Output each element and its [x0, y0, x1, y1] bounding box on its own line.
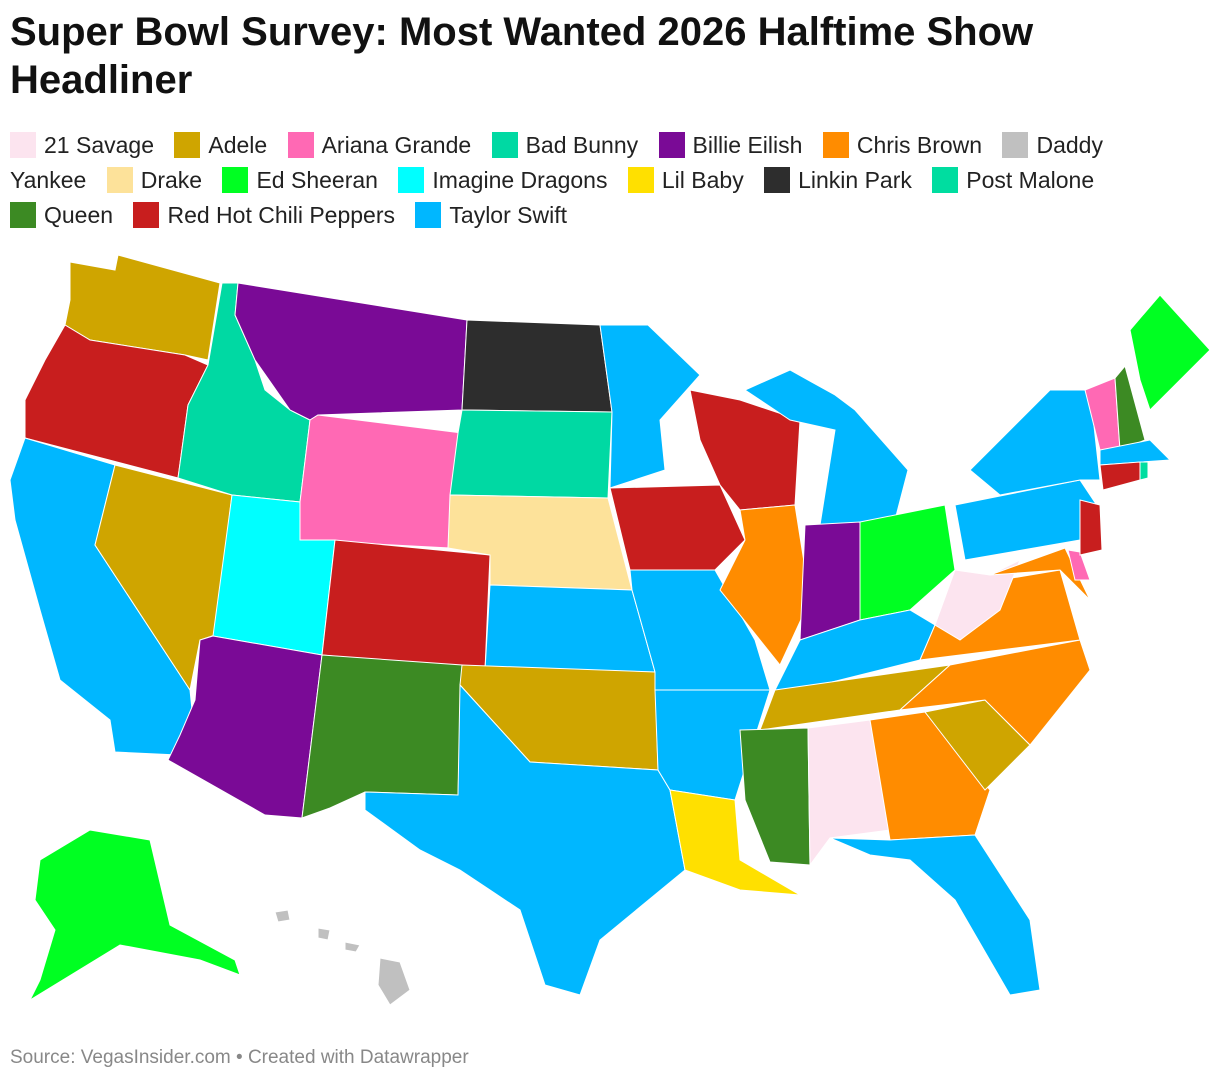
- legend-swatch: [398, 167, 425, 193]
- state-region: [449, 409, 613, 499]
- legend-label: Red Hot Chili Peppers: [167, 202, 396, 228]
- legend-label: Bad Bunny: [525, 132, 639, 158]
- legend-label: Drake: [140, 167, 203, 193]
- state-region: [377, 957, 411, 1006]
- state-region: [934, 558, 1021, 641]
- state-region: [869, 711, 991, 841]
- state-region: [989, 547, 1091, 601]
- legend-item: Ed Sheeran: [222, 167, 378, 193]
- legend-swatch: [174, 132, 201, 158]
- map: [9, 254, 1211, 1006]
- legend-item: Red Hot Chili Peppers: [133, 202, 395, 228]
- state-region: [1067, 549, 1091, 581]
- legend-item: Imagine Dragons: [398, 167, 607, 193]
- legend-item: Lil Baby: [627, 167, 744, 193]
- legend-item: Ariana Grande: [287, 132, 472, 158]
- state-region: [64, 254, 221, 361]
- legend-item: Queen: [10, 202, 113, 228]
- legend-swatch: [491, 132, 518, 158]
- state-region: [1114, 364, 1146, 451]
- legend-item: Daddy Yankee: [10, 132, 1103, 193]
- legend: 21 Savage Adele Ariana Grande Bad Bunny …: [10, 128, 1140, 233]
- state-region: [1099, 439, 1172, 466]
- state-region: [609, 484, 746, 571]
- state-region: [1079, 499, 1103, 556]
- legend-label: Linkin Park: [798, 167, 912, 193]
- state-region: [807, 719, 891, 867]
- legend-item: Adele: [174, 132, 267, 158]
- state-region: [829, 834, 1041, 996]
- state-region: [743, 369, 909, 526]
- legend-label: Queen: [44, 202, 114, 228]
- legend-label: Taylor Swift: [449, 202, 567, 228]
- legend-label: Imagine Dragons: [432, 167, 608, 193]
- state-region: [484, 584, 656, 673]
- legend-swatch: [415, 202, 442, 228]
- state-region: [274, 909, 291, 923]
- legend-item: Linkin Park: [764, 167, 912, 193]
- legend-swatch: [222, 167, 249, 193]
- legend-item: Billie Eilish: [658, 132, 803, 158]
- legend-swatch: [287, 132, 314, 158]
- legend-swatch: [1002, 132, 1029, 158]
- legend-item: Chris Brown: [822, 132, 983, 158]
- state-region: [599, 324, 701, 489]
- legend-swatch: [932, 167, 959, 193]
- legend-item: 21 Savage: [10, 132, 154, 158]
- state-region: [28, 829, 241, 1002]
- legend-swatch: [106, 167, 133, 193]
- state-region: [669, 789, 801, 896]
- legend-item: Post Malone: [932, 167, 1094, 193]
- legend-swatch: [133, 202, 160, 228]
- legend-swatch: [10, 202, 36, 228]
- legend-label: Post Malone: [966, 167, 1095, 193]
- state-region: [1129, 294, 1211, 411]
- legend-swatch: [627, 167, 654, 193]
- state-region: [954, 479, 1101, 561]
- legend-label: 21 Savage: [44, 132, 154, 158]
- legend-swatch: [764, 167, 791, 193]
- legend-swatch: [822, 132, 849, 158]
- state-region: [859, 504, 956, 621]
- title: Super Bowl Survey: Most Wanted 2026 Half…: [10, 10, 1034, 102]
- state-region: [317, 927, 331, 941]
- legend-item: Taylor Swift: [415, 202, 567, 228]
- legend-label: Lil Baby: [661, 167, 744, 193]
- legend-label: Ariana Grande: [321, 132, 472, 158]
- state-region: [719, 504, 811, 666]
- legend-item: Bad Bunny: [491, 132, 639, 158]
- state-region: [461, 319, 613, 413]
- legend-swatch: [658, 132, 685, 158]
- legend-item: Drake: [106, 167, 203, 193]
- legend-label: Billie Eilish: [692, 132, 803, 158]
- state-region: [799, 521, 861, 641]
- state-region: [739, 727, 811, 866]
- legend-swatch: [10, 132, 36, 158]
- state-region: [321, 539, 491, 671]
- state-region: [299, 414, 463, 549]
- legend-label: Daddy Yankee: [10, 132, 1103, 193]
- legend-label: Adele: [208, 132, 268, 158]
- state-region: [898, 639, 1091, 746]
- legend-label: Chris Brown: [856, 132, 983, 158]
- state-region: [1139, 461, 1149, 481]
- state-region: [1099, 461, 1141, 491]
- state-region: [344, 941, 361, 953]
- state-region: [969, 389, 1101, 496]
- legend-label: Ed Sheeran: [256, 167, 378, 193]
- source: Source: VegasInsider.com • Created with …: [10, 1047, 469, 1068]
